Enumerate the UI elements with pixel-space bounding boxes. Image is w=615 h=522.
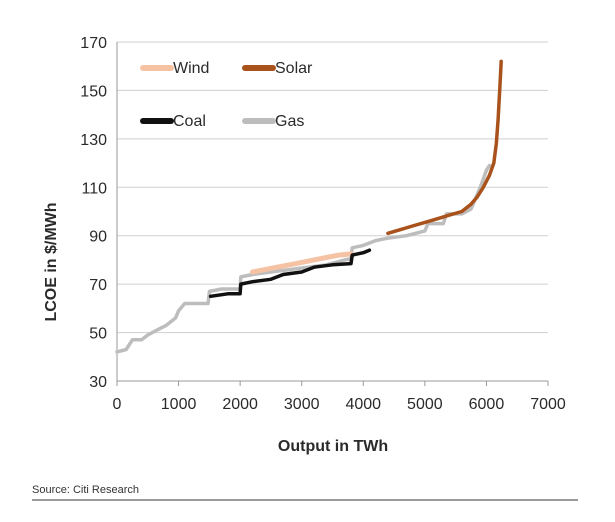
x-tick-label: 7000 [530, 396, 566, 413]
series-line-gas [115, 163, 492, 354]
legend: Wind Solar Coal Gas [140, 60, 313, 130]
y-tick-label: 110 [81, 180, 107, 197]
x-tick-label: 4000 [345, 396, 381, 413]
y-tick-label: 170 [80, 35, 107, 52]
y-axis-ticks: 30 50 70 90 110 130 150 170 [80, 35, 107, 391]
legend-label-solar: Solar [275, 60, 313, 77]
legend-label-wind: Wind [173, 60, 209, 77]
gridlines [116, 41, 548, 382]
series-line-coal [208, 248, 372, 299]
y-axis-title: LCOE in $/MWh [43, 202, 60, 321]
source-note: Source: Citi Research [32, 484, 139, 496]
y-tick-label: 90 [89, 229, 107, 246]
y-tick-label: 70 [89, 277, 107, 294]
y-tick-label: 50 [89, 326, 107, 343]
y-tick-label: 130 [80, 132, 107, 149]
x-axis-ticks: 0 1000 2000 3000 4000 5000 6000 7000 [113, 381, 566, 413]
series-line-solar [386, 59, 503, 236]
series-lines [115, 59, 503, 354]
x-tick-label: 3000 [284, 396, 320, 413]
x-axis-title: Output in TWh [278, 438, 388, 455]
x-tick-label: 0 [113, 396, 122, 413]
legend-label-coal: Coal [173, 113, 206, 130]
y-tick-label: 30 [89, 374, 107, 391]
source-divider [32, 499, 578, 501]
x-tick-label: 1000 [161, 396, 197, 413]
y-tick-label: 150 [80, 83, 107, 100]
x-tick-label: 6000 [469, 396, 505, 413]
x-tick-label: 5000 [407, 396, 443, 413]
x-tick-label: 2000 [222, 396, 258, 413]
legend-label-gas: Gas [275, 113, 304, 130]
series-line-wind [250, 251, 354, 275]
